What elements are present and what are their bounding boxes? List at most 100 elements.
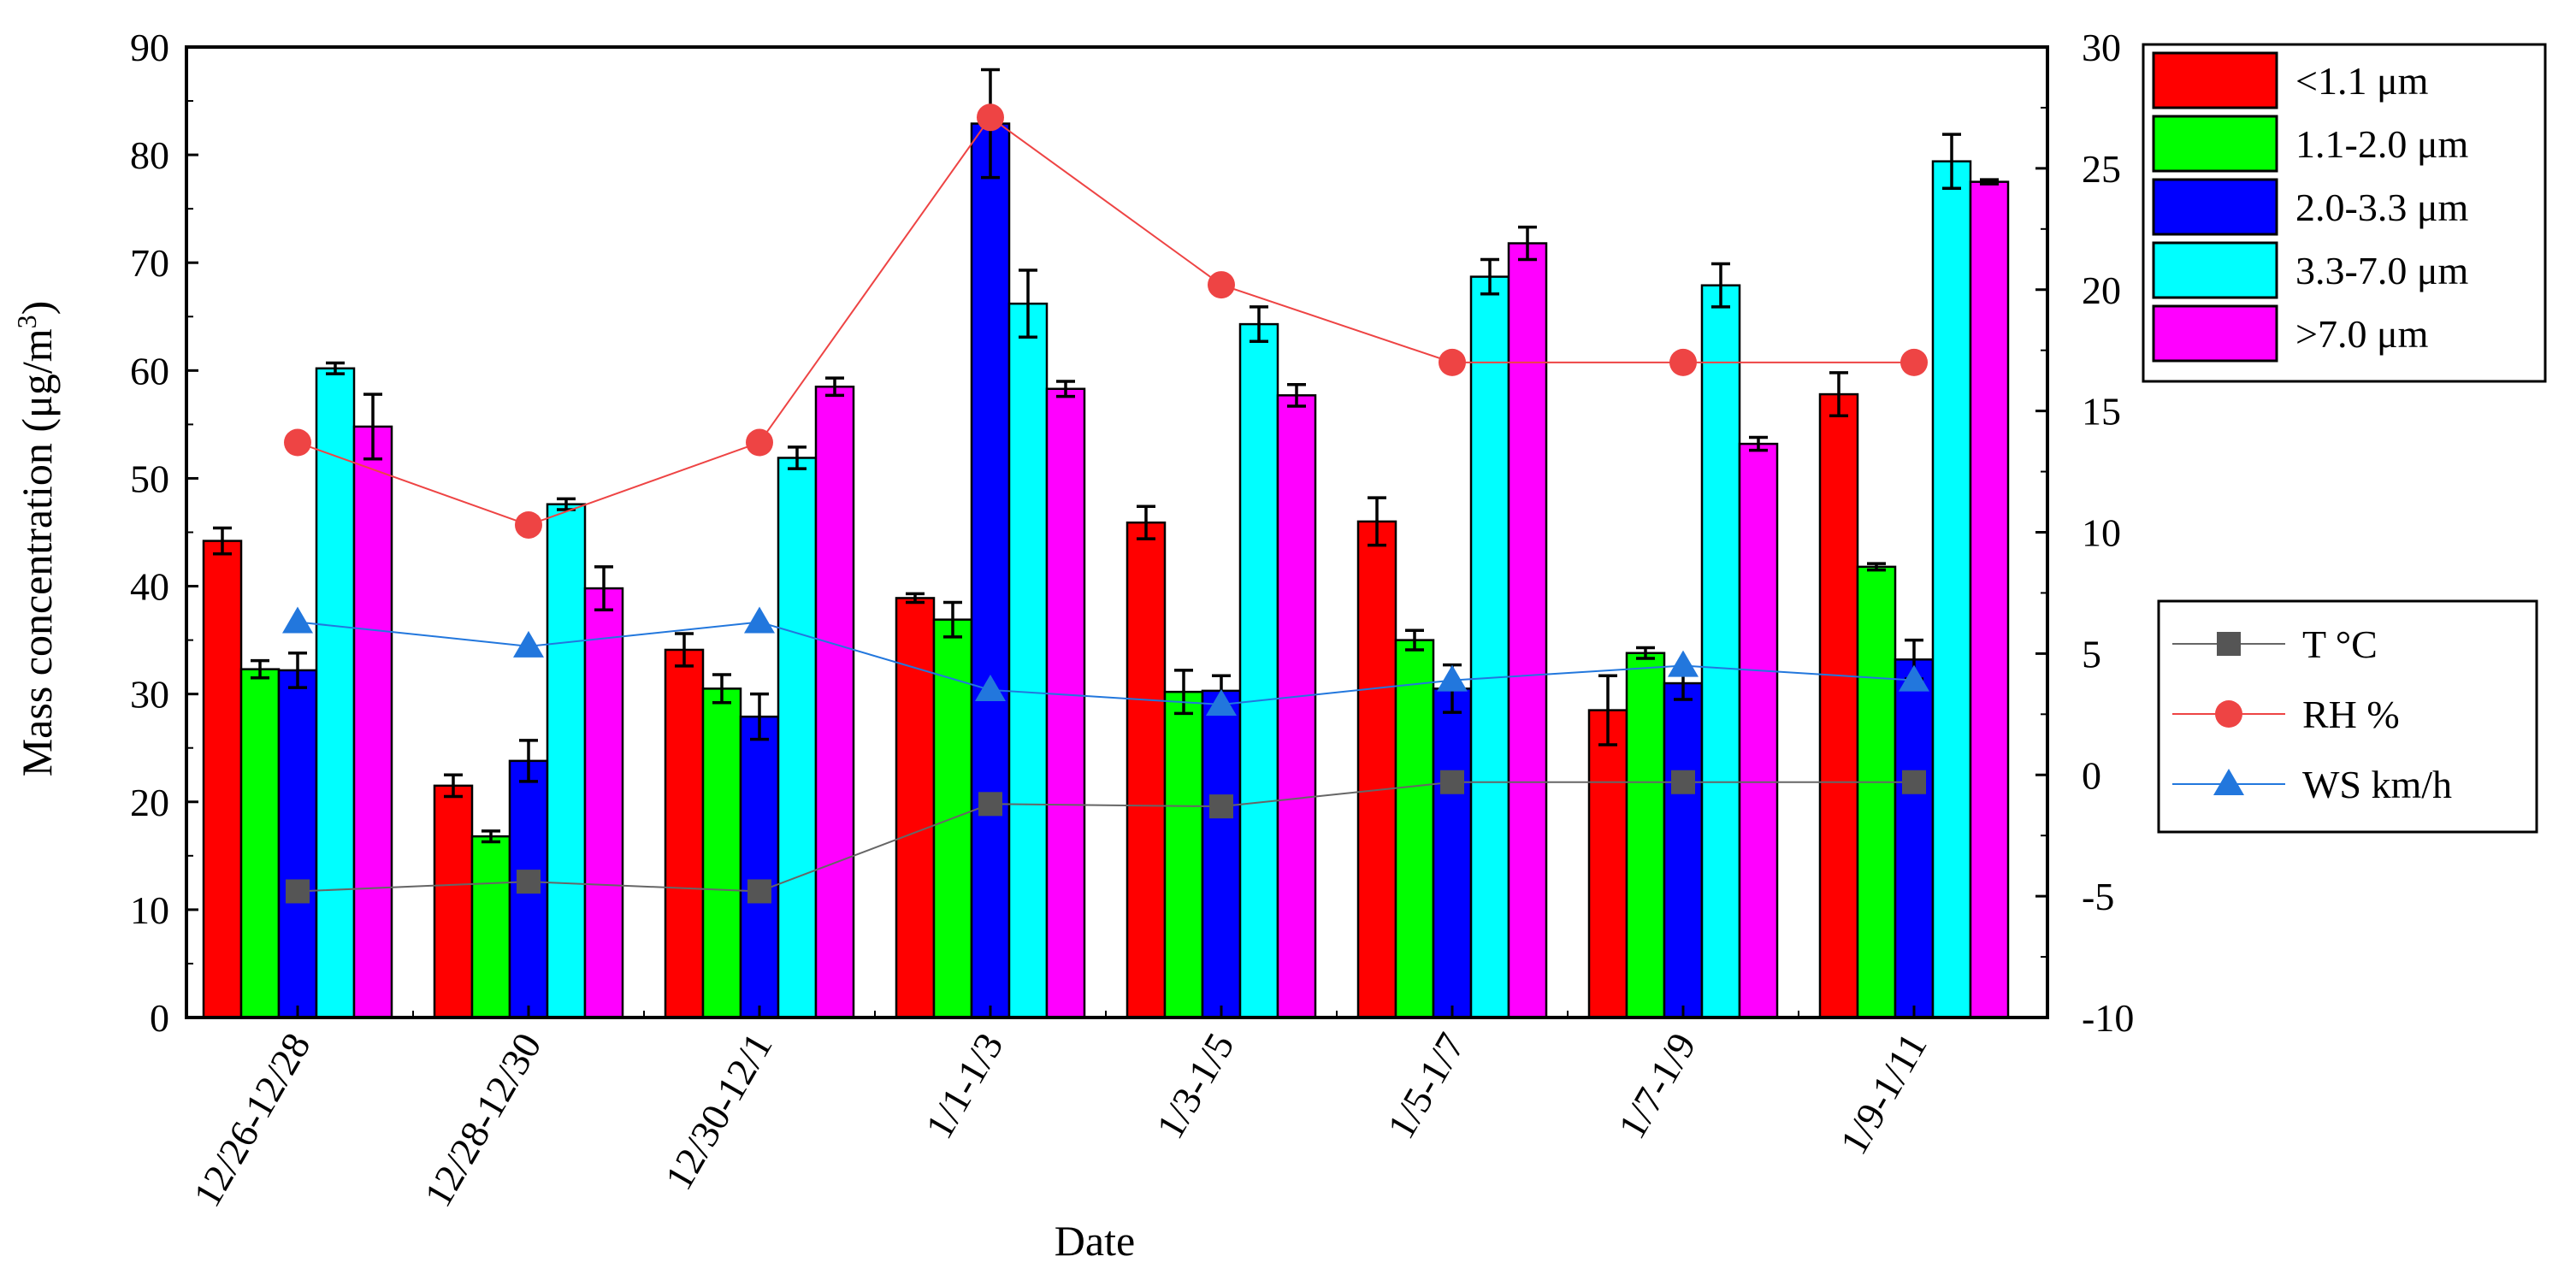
point-marker [515, 510, 542, 539]
point-marker [1439, 348, 1466, 376]
bar [508, 759, 549, 1019]
y-tick-label: 10 [130, 888, 169, 932]
point-marker [1668, 650, 1699, 677]
bar [1894, 658, 1935, 1019]
point-marker [975, 674, 1006, 701]
series-line [297, 781, 1914, 893]
legend-bars: <1.1 μm 1.1-2.0 μm 2.0-3.3 μm 3.3-7.0 μm >7.… [2142, 43, 2547, 383]
point-marker [1902, 770, 1926, 794]
y-tick-label: 0 [150, 996, 169, 1040]
y-tick-label: 30 [130, 673, 169, 717]
y-tick-label: 50 [130, 457, 169, 500]
legend-label: WS km/h [2302, 763, 2452, 806]
y2-tick-label: -10 [2082, 996, 2134, 1040]
bar [470, 835, 511, 1019]
point-marker [977, 103, 1004, 132]
y-axis-title: Mass concentration (μg/m3) [11, 301, 61, 777]
y2-tick-label: 20 [2082, 268, 2121, 312]
x-tick-label: 12/26-12/28 [185, 1026, 319, 1214]
bar [1201, 689, 1242, 1019]
bar [895, 597, 936, 1019]
x-tick-label: 12/28-12/30 [416, 1026, 550, 1214]
legend-label: 2.0-3.3 μm [2295, 186, 2468, 229]
bar [1969, 180, 2010, 1019]
point-marker [2215, 700, 2242, 728]
series-line [297, 621, 1915, 705]
legend-lines: T °C RH % WS km/h [2157, 599, 2538, 834]
x-tick-label: 1/3-1/5 [1148, 1026, 1243, 1147]
bar [1394, 639, 1435, 1019]
y2-tick-label: 10 [2082, 511, 2121, 555]
point-marker [1669, 348, 1697, 376]
x-tick-label: 1/1-1/3 [917, 1026, 1012, 1147]
y2-tick-label: 15 [2082, 390, 2121, 434]
bar [1356, 520, 1397, 1019]
y-tick-label: 70 [130, 241, 169, 285]
point-marker [1900, 348, 1928, 376]
bar-layer [202, 122, 2010, 1019]
bar [1276, 394, 1317, 1019]
x-tick-label: 12/30-12/1 [657, 1026, 781, 1197]
x-tick-label: 1/9-1/11 [1831, 1026, 1935, 1162]
point-marker [746, 428, 773, 457]
point-marker [1437, 664, 1468, 692]
y-tick-label: 80 [130, 133, 169, 177]
legend-label: 3.3-7.0 μm [2295, 249, 2468, 292]
bar [777, 457, 818, 1019]
y2-tick-label: 25 [2082, 147, 2121, 191]
legend-label: T °C [2302, 622, 2378, 666]
legend-label: >7.0 μm [2295, 312, 2429, 356]
legend-label: <1.1 μm [2295, 59, 2429, 103]
bar [1663, 681, 1704, 1019]
bar [202, 540, 243, 1019]
legend-label: 1.1-2.0 μm [2295, 122, 2468, 166]
x-axis-title: Date [1055, 1217, 1135, 1265]
y-tick-label: 90 [130, 26, 169, 69]
legend-swatch [2152, 178, 2278, 236]
point-marker [1899, 664, 1929, 692]
bar [1007, 302, 1049, 1019]
point-marker [517, 870, 541, 894]
bar [352, 425, 393, 1019]
point-marker [282, 606, 313, 634]
line-layer [282, 103, 1929, 904]
y2-tick-label: 0 [2082, 753, 2101, 797]
point-marker [286, 879, 310, 904]
bar [583, 587, 624, 1019]
point-marker [1206, 688, 1237, 716]
legend-swatch [2152, 51, 2278, 109]
bar [546, 503, 587, 1019]
bar [315, 367, 356, 1019]
point-marker [2217, 632, 2241, 656]
point-marker [513, 630, 544, 658]
bar [433, 784, 474, 1019]
point-marker [2213, 769, 2244, 795]
bar [1469, 275, 1510, 1019]
x-tick-label: 1/7-1/9 [1610, 1026, 1705, 1147]
y2-tick-label: 5 [2082, 632, 2101, 675]
bar [1045, 387, 1086, 1019]
bar [1507, 242, 1548, 1019]
bar [1432, 687, 1473, 1019]
legend-swatch [2152, 304, 2278, 363]
bar [739, 715, 780, 1019]
y-axis-title-end: ) [13, 301, 61, 316]
legend-swatch [2152, 115, 2278, 173]
point-marker [1671, 770, 1695, 794]
point-marker [1208, 271, 1235, 299]
legend-label: RH % [2302, 693, 2400, 736]
point-marker [747, 879, 771, 904]
bar [970, 122, 1011, 1019]
y-tick-label: 20 [130, 781, 169, 824]
point-marker [284, 428, 311, 457]
bar [664, 648, 705, 1019]
bar [1700, 284, 1741, 1019]
bar [814, 386, 855, 1019]
y-tick-label: 60 [130, 349, 169, 392]
error-bar-layer [213, 68, 1999, 844]
bar [1163, 690, 1204, 1019]
legend-swatch [2152, 241, 2278, 299]
x-tick-label: 1/5-1/7 [1379, 1026, 1474, 1147]
bar [701, 687, 742, 1019]
